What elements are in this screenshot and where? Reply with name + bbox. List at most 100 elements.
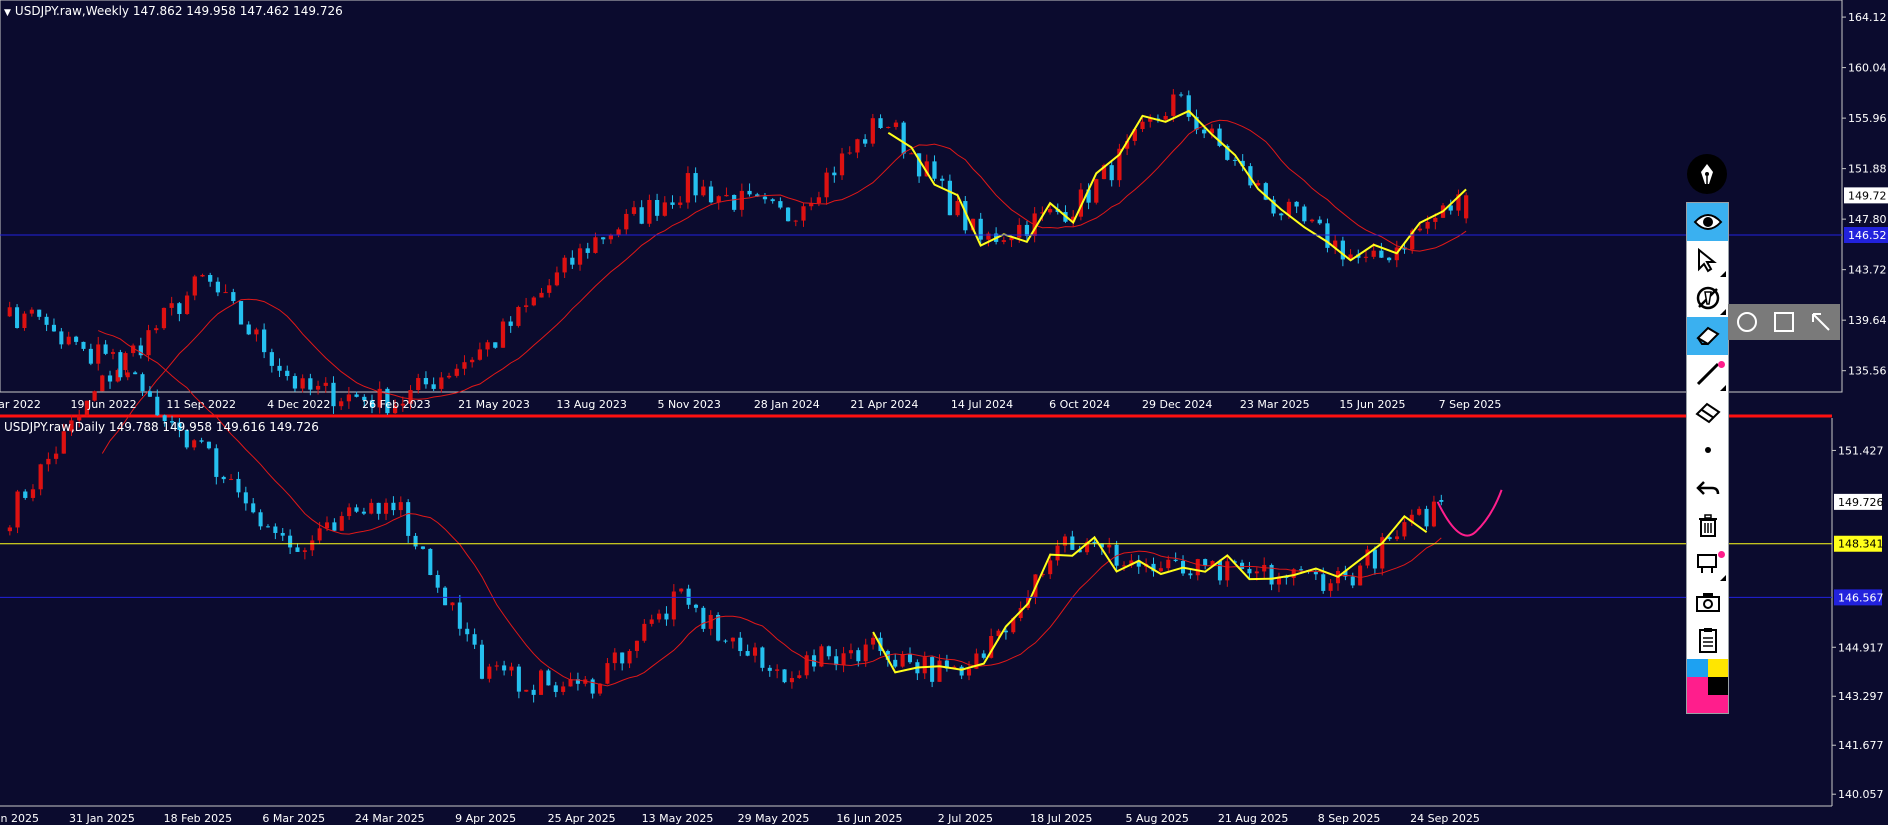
candle	[989, 635, 994, 658]
candle	[832, 172, 837, 176]
candle	[1047, 209, 1053, 213]
cursor-icon[interactable]	[1687, 241, 1728, 279]
candle	[107, 375, 113, 382]
candle	[1217, 128, 1222, 146]
toolbar-panel	[1686, 202, 1729, 714]
candle	[454, 368, 459, 376]
color-swatch-cell[interactable]	[1687, 677, 1708, 695]
candle	[797, 675, 802, 678]
color-swatch-cell[interactable]	[1707, 677, 1728, 695]
color-swatch-cell[interactable]	[1707, 659, 1728, 677]
price-label: 143.297	[1838, 690, 1884, 703]
candle	[470, 359, 475, 363]
level-price-label: 146.567	[1838, 591, 1884, 604]
eye-icon[interactable]	[1687, 203, 1728, 241]
candle	[420, 546, 425, 549]
candle	[231, 292, 236, 302]
candle	[369, 400, 375, 408]
candle	[893, 659, 898, 667]
candle	[1011, 618, 1016, 633]
daily-candles	[7, 301, 1444, 703]
eraser-icon[interactable]	[1687, 317, 1728, 355]
candle	[1333, 240, 1338, 248]
date-label: 21 May 2023	[458, 398, 530, 411]
level-price-label: 146.52	[1848, 229, 1887, 242]
candle	[1439, 499, 1444, 502]
candle	[7, 307, 12, 317]
candle	[77, 415, 82, 421]
collapse-triangle-icon[interactable]: ▼	[4, 8, 11, 18]
candle	[229, 478, 234, 480]
candle	[406, 502, 411, 536]
candle	[590, 679, 595, 694]
candle	[624, 213, 629, 230]
color-swatch-cell[interactable]	[1687, 695, 1708, 713]
clipboard-icon[interactable]	[1687, 621, 1728, 659]
candle	[642, 623, 647, 641]
candle	[1425, 221, 1430, 229]
highlighter-icon[interactable]	[1687, 545, 1728, 583]
candle	[627, 650, 632, 664]
level-price-box	[1844, 226, 1888, 243]
price-label: 141.677	[1838, 739, 1884, 752]
candle	[664, 613, 669, 620]
candle	[1040, 212, 1045, 214]
arrow-shape-icon[interactable]	[1806, 307, 1836, 337]
candle	[500, 321, 506, 348]
candle	[508, 321, 513, 326]
color-swatch[interactable]	[1687, 659, 1728, 713]
candle	[1321, 574, 1326, 591]
candle	[487, 666, 492, 679]
candle	[654, 199, 660, 216]
candle	[1173, 559, 1178, 561]
candle	[1325, 223, 1330, 248]
candle	[361, 511, 366, 514]
pen-slash-icon[interactable]	[1687, 279, 1728, 317]
candle	[1136, 560, 1141, 567]
color-swatch-cell[interactable]	[1687, 659, 1708, 677]
candle	[634, 640, 639, 651]
candle	[834, 656, 839, 666]
date-label: 21 Apr 2024	[850, 398, 918, 411]
rectangle-shape-icon[interactable]	[1769, 307, 1799, 337]
dot-icon[interactable]	[1687, 431, 1728, 469]
candle	[986, 233, 991, 240]
candle	[863, 644, 868, 662]
candle	[443, 587, 448, 606]
candle	[509, 666, 514, 671]
candle	[940, 178, 945, 181]
candle	[308, 378, 313, 390]
candle	[1151, 563, 1156, 572]
circle-shape-icon[interactable]	[1732, 307, 1762, 337]
candle	[269, 352, 274, 366]
camera-icon[interactable]	[1687, 583, 1728, 621]
candle	[81, 341, 86, 349]
candle	[585, 248, 590, 253]
candle	[1299, 569, 1304, 571]
candle	[693, 173, 698, 196]
candle	[161, 307, 167, 329]
candle	[302, 550, 307, 552]
candle	[317, 528, 322, 541]
candle	[494, 665, 499, 667]
candle	[824, 172, 829, 198]
rubber-icon[interactable]	[1687, 393, 1728, 431]
candle	[701, 186, 706, 196]
date-label: 31 Jan 2025	[69, 812, 135, 825]
candle	[246, 324, 251, 335]
candle	[170, 421, 175, 423]
undo-icon[interactable]	[1687, 469, 1728, 507]
pen-tool-icon[interactable]	[1687, 154, 1727, 194]
candle	[347, 507, 352, 517]
daily-zigzag-line	[872, 514, 1428, 674]
price-label: 147.80	[1848, 213, 1887, 226]
candle	[1232, 159, 1238, 161]
candle	[69, 420, 74, 432]
candle	[855, 139, 860, 153]
candle	[37, 309, 42, 317]
color-swatch-cell[interactable]	[1707, 695, 1728, 713]
line-icon[interactable]	[1687, 355, 1728, 393]
candle	[893, 122, 899, 127]
trash-icon[interactable]	[1687, 507, 1728, 545]
